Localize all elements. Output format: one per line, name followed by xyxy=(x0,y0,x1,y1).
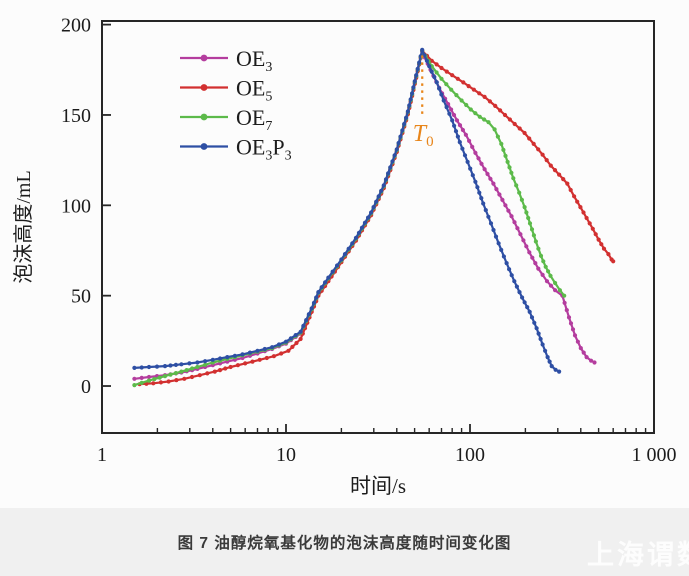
legend-item-OE5: OE5 xyxy=(180,76,272,105)
t0-label: T0 xyxy=(413,121,434,150)
plot-frame xyxy=(101,20,655,434)
x-tick-label: 1 000 xyxy=(632,444,677,466)
x-tick-label: 10 xyxy=(276,444,296,466)
foam-height-vs-time-chart: 1 10 100 1 000050100150200时间/s泡沫高度/mLT0OE3O… xyxy=(12,15,677,498)
legend-item-OE3P3: OE3P3 xyxy=(180,135,292,164)
y-tick-label: 100 xyxy=(61,195,91,217)
y-tick-label: 50 xyxy=(71,286,91,308)
legend-item-OE7: OE7 xyxy=(180,105,272,134)
y-tick-label: 0 xyxy=(81,376,91,398)
x-tick-label: 1 xyxy=(97,444,107,466)
legend-marker-icon xyxy=(200,113,208,121)
legend-marker-icon xyxy=(200,84,208,91)
legend-label: OE5 xyxy=(236,76,272,105)
legend-label: OE3P3 xyxy=(236,135,292,164)
series-OE7 xyxy=(132,48,567,388)
y-tick-label: 200 xyxy=(61,15,91,37)
legend-item-OE3: OE3 xyxy=(180,46,272,75)
x-axis-title: 时间/s xyxy=(350,474,406,498)
series-OE5 xyxy=(137,48,616,387)
legend-marker-icon xyxy=(200,54,208,62)
legend-marker-icon xyxy=(200,143,208,150)
legend-label: OE7 xyxy=(236,105,272,134)
y-axis-title: 泡沫高度/mL xyxy=(12,170,35,283)
series-OE3P3 xyxy=(132,47,562,374)
foam-height-plot-area: 1 10 100 1 000 0 50 100 150 200 时间/s 泡沫高度/mL T0 OE3 O… xyxy=(12,14,677,498)
x-tick-label: 100 xyxy=(455,444,485,466)
legend-label: OE3 xyxy=(236,46,272,75)
caption-band: 图 7 油醇烷氧基化物的泡沫高度随时间变化图 xyxy=(0,508,689,576)
y-tick-label: 150 xyxy=(61,105,91,127)
figure-caption: 图 7 油醇烷氧基化物的泡沫高度随时间变化图 xyxy=(177,535,512,552)
